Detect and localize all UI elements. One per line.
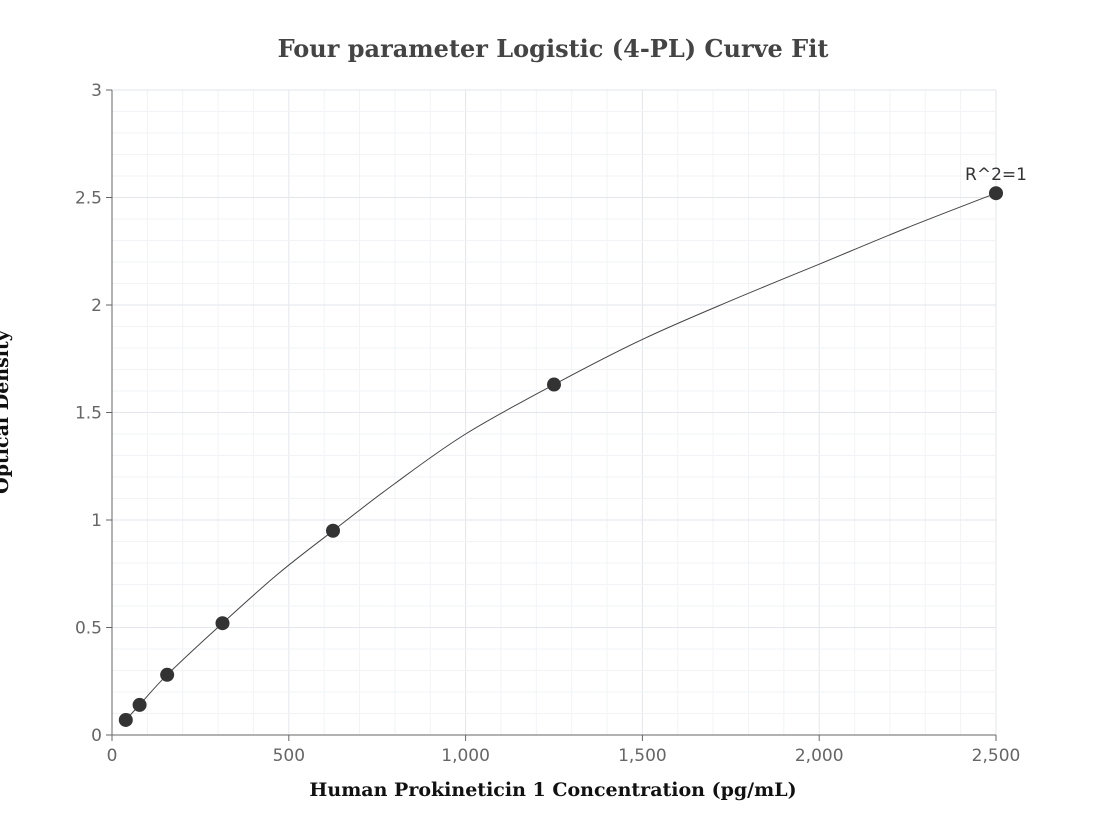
y-tick-label: 1: [91, 511, 102, 531]
data-point: [547, 377, 561, 392]
x-tick-label: 2,000: [795, 746, 844, 766]
data-point: [132, 697, 147, 712]
data-point: [215, 616, 230, 631]
x-axis-ticks: 0 500 1,000 1,500 2,000 2,500: [107, 735, 1021, 766]
y-tick-label: 3: [91, 81, 102, 101]
y-axis-label: Optical Density: [0, 329, 13, 494]
x-tick-label: 2,500: [972, 746, 1021, 766]
y-tick-label: 1.5: [75, 404, 102, 424]
fit-curve: [125, 192, 997, 721]
grid: [111, 89, 997, 736]
x-tick-label: 1,000: [441, 746, 490, 766]
x-tick-label: 0: [107, 746, 118, 766]
y-tick-label: 2.5: [75, 189, 102, 209]
y-tick-label: 0: [91, 726, 102, 746]
y-tick-label: 0.5: [75, 619, 102, 639]
data-point: [118, 712, 133, 727]
annotations: R^2=1: [965, 165, 1027, 185]
data-point: [989, 186, 1003, 201]
chart-title: Four parameter Logistic (4-PL) Curve Fit: [278, 34, 829, 63]
r-squared-annotation: R^2=1: [965, 165, 1027, 185]
data-point: [326, 523, 340, 538]
x-tick-label: 500: [273, 746, 305, 766]
data-point: [160, 667, 175, 682]
y-tick-label: 2: [91, 296, 102, 316]
x-tick-label: 1,500: [618, 746, 667, 766]
y-axis-ticks: 0 0.5 1 1.5 2 2.5 3: [75, 81, 112, 746]
x-axis-label: Human Prokineticin 1 Concentration (pg/m…: [309, 779, 796, 801]
data-points: [118, 186, 1003, 727]
